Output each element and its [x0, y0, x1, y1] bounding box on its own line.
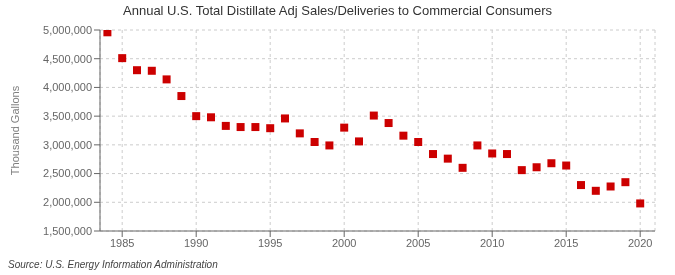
svg-text:3,500,000: 3,500,000	[43, 110, 92, 122]
svg-text:Thousand Gallons: Thousand Gallons	[9, 85, 21, 175]
html-text:Source: U.S. Energy Informatio: Source: U.S. Energy Information Administ…	[8, 259, 218, 270]
svg-text:1,500,000: 1,500,000	[43, 225, 92, 237]
svg-text:2010: 2010	[480, 237, 504, 249]
svg-text:2000: 2000	[332, 237, 356, 249]
svg-text:4,000,000: 4,000,000	[43, 81, 92, 93]
svg-text:1990: 1990	[184, 237, 208, 249]
svg-text:2020: 2020	[628, 237, 652, 249]
svg-text:3,000,000: 3,000,000	[43, 139, 92, 151]
html-text:Annual U.S. Total Distillate A: Annual U.S. Total Distillate Adj Sales/D…	[123, 3, 552, 18]
svg-text:2005: 2005	[406, 237, 430, 249]
svg-text:1985: 1985	[110, 237, 134, 249]
svg-text:2015: 2015	[554, 237, 578, 249]
svg-text:4,500,000: 4,500,000	[43, 53, 92, 65]
svg-text:2,000,000: 2,000,000	[43, 196, 92, 208]
svg-text:5,000,000: 5,000,000	[43, 24, 92, 36]
svg-text:1995: 1995	[258, 237, 282, 249]
svg-text:2,500,000: 2,500,000	[43, 167, 92, 179]
